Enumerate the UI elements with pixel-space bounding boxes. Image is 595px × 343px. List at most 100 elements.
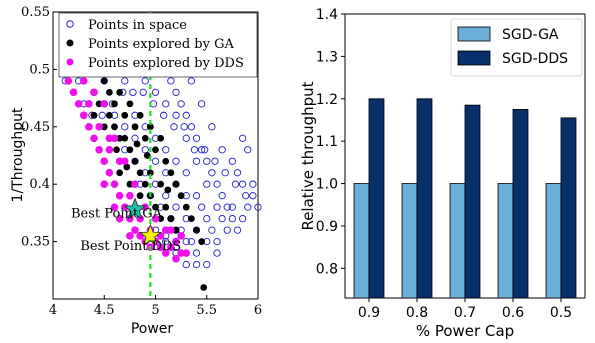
bar-y-tick-label: 1.2: [316, 92, 338, 108]
bar-sgd-dds: [512, 108, 529, 299]
bar-ticks: 0.9 0.8 0.7 0.6 0.5 0.8 0.9 1.0 1.1 1.2 1.3 1.4: [316, 7, 572, 321]
scatter-point-space: [244, 203, 252, 211]
scatter-point-ga: [182, 203, 190, 211]
scatter-point-ga: [136, 192, 144, 200]
scatter-point-space: [218, 146, 226, 154]
scatter-point-dds: [74, 100, 83, 108]
scatter-legend-box: [58, 12, 258, 78]
scatter-point-ga: [126, 180, 134, 188]
scatter-point-dds: [177, 232, 185, 240]
bar-x-tick-label: 0.5: [550, 305, 572, 321]
scatter-point-dds: [131, 226, 139, 234]
scatter-point-dds: [85, 123, 93, 131]
scatter-y-tick-label: 0.45: [21, 120, 50, 135]
scatter-point-space: [192, 260, 201, 269]
scatter-point-dds: [126, 214, 134, 223]
scatter-point-space: [172, 203, 180, 211]
scatter-point-ga: [116, 134, 124, 142]
best-point-dds-label: Best Point DDS: [80, 239, 181, 254]
scatter-point-ga: [121, 111, 129, 119]
scatter-legend: Points in space Points explored by GA Poin…: [58, 12, 258, 78]
scatter-point-dds: [115, 157, 124, 166]
scatter-point-dds: [151, 214, 160, 223]
scatter-point-ga: [90, 111, 98, 119]
scatter-point-ga: [111, 100, 118, 108]
scatter-y-tick-label: 0.5: [29, 62, 50, 77]
best-point-ga-label: Best Point GA: [71, 206, 163, 221]
scatter-point-dds: [105, 145, 114, 154]
scatter-y-tick-label: 0.35: [21, 235, 50, 250]
bar-y-tick-label: 0.9: [316, 219, 338, 235]
scatter-point-ga: [136, 169, 144, 177]
scatter-point-space: [182, 134, 190, 142]
scatter-point-dds: [136, 214, 144, 223]
scatter-point-space: [233, 169, 242, 177]
legend-marker-dds: [66, 58, 74, 66]
legend-marker-ga: [66, 39, 74, 47]
bar-x-tick-label: 0.8: [406, 305, 428, 321]
scatter-point-space: [170, 123, 178, 131]
bar-sgd-ga: [497, 183, 514, 299]
legend-label-sgd-ga: SGD-GA: [502, 27, 559, 43]
scatter-point-ga: [172, 226, 180, 234]
scatter-point-space: [238, 214, 247, 223]
scatter-x-tick-label: 4.5: [94, 303, 115, 318]
scatter-point-ga: [126, 100, 134, 108]
bar-legend: SGD-GA SGD-DDS: [450, 18, 583, 77]
scatter-point-ga: [187, 215, 195, 223]
scatter-point-space: [244, 146, 252, 154]
scatter-x-tick-label: 5: [151, 303, 159, 318]
scatter-point-space: [238, 134, 247, 142]
scatter-y-axis-label: 1/Throughput: [10, 107, 26, 202]
scatter-point-dds: [79, 111, 88, 120]
scatter-point-ga: [162, 157, 170, 165]
bar-chart: 0.9 0.8 0.7 0.6 0.5 0.8 0.9 1.0 1.1 1.2 1.3 1.4 SGD…: [299, 7, 586, 340]
scatter-point-space: [228, 203, 237, 211]
bar-y-tick-label: 0.8: [316, 261, 338, 277]
bar-y-axis-label: Relative throughput: [299, 81, 317, 230]
scatter-point-space: [167, 77, 175, 85]
scatter-point-ga: [131, 157, 139, 165]
bar-sgd-ga: [353, 183, 370, 299]
scatter-point-space: [213, 203, 221, 211]
scatter-point-ga: [200, 284, 208, 291]
scatter-x-tick-label: 4: [49, 303, 57, 318]
scatter-point-space: [242, 192, 250, 200]
scatter-point-ga: [100, 77, 108, 85]
scatter-point-dds: [85, 100, 93, 108]
legend-swatch-sgd-dds: [457, 50, 491, 66]
scatter-point-ga: [157, 134, 165, 142]
scatter-point-dds: [90, 88, 98, 97]
scatter-point-dds: [167, 226, 175, 234]
legend-label-sgd-dds: SGD-DDS: [502, 51, 568, 67]
scatter-point-dds: [115, 214, 124, 223]
scatter-point-space: [203, 180, 211, 188]
scatter-point-space: [231, 180, 240, 188]
bar-sgd-ga: [545, 183, 562, 299]
scatter-point-dds: [156, 243, 165, 252]
scatter-point-ga: [133, 140, 141, 148]
scatter-point-ga: [136, 111, 144, 119]
scatter-point-space: [139, 88, 147, 97]
bar-y-tick-label: 1.3: [316, 49, 338, 65]
scatter-point-space: [228, 214, 237, 223]
scatter-point-dds: [90, 134, 98, 143]
scatter-point-dds: [95, 123, 103, 131]
scatter-point-space: [249, 192, 257, 200]
scatter-y-tick-label: 0.4: [29, 177, 50, 192]
scatter-point-space: [192, 249, 201, 257]
scatter-chart: Best Point GA Best Point DDS 4 4.5 5 5.5 6 0.3…: [10, 5, 262, 337]
scatter-point-space: [211, 157, 219, 165]
scatter-point-ga: [157, 215, 165, 223]
legend-label-0: Points in space: [88, 18, 187, 33]
scatter-point-space: [203, 260, 211, 269]
scatter-point-space: [187, 77, 196, 85]
scatter-point-space: [213, 249, 221, 257]
scatter-point-space: [190, 146, 199, 154]
scatter-point-space: [223, 226, 231, 234]
scatter-point-dds: [172, 237, 180, 246]
scatter-point-dds: [100, 157, 109, 166]
scatter-point-space: [218, 214, 226, 223]
scatter-point-dds: [167, 243, 175, 252]
scatter-x-axis-label: Power: [131, 321, 174, 337]
